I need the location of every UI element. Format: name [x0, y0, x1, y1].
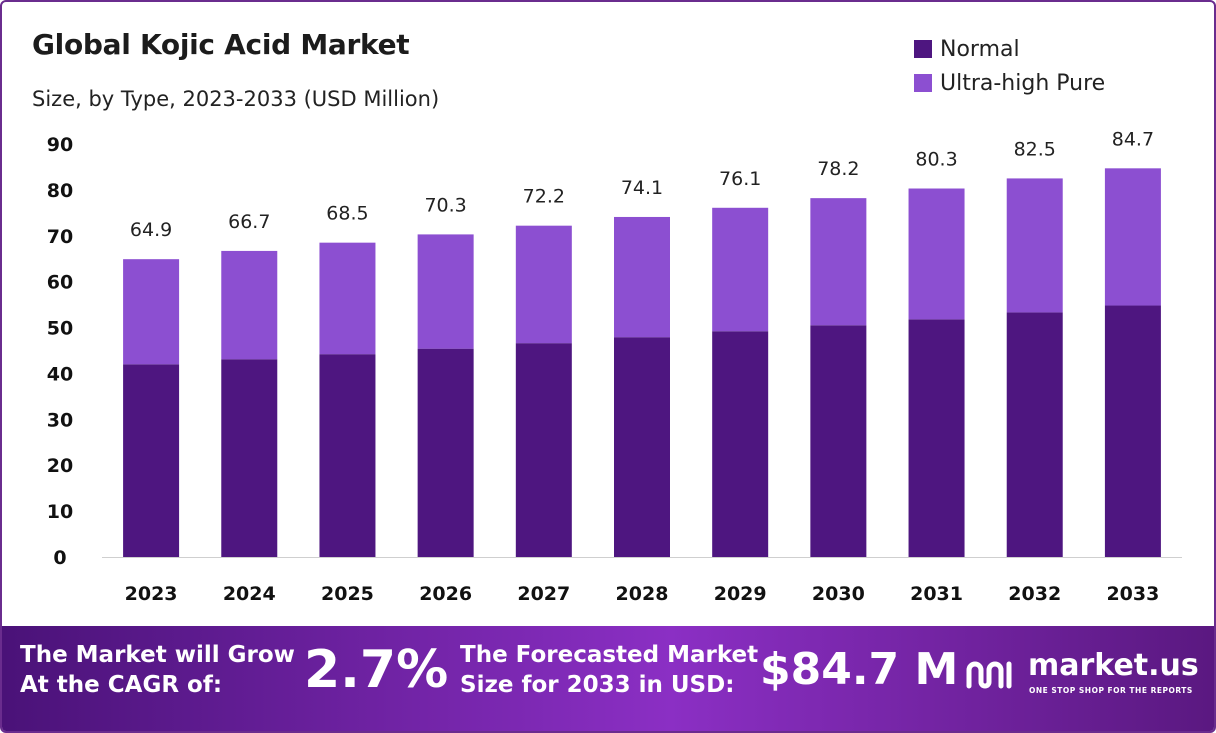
market-us-logo-icon [966, 661, 1012, 689]
bar-normal [1006, 312, 1063, 557]
y-tick-label: 60 [47, 272, 73, 294]
y-tick-label: 70 [47, 226, 73, 248]
y-tick-label: 0 [53, 547, 66, 569]
bar-normal [1104, 305, 1161, 557]
y-tick-label: 50 [47, 318, 73, 340]
y-tick-label: 40 [47, 363, 73, 385]
bar-chart: 010203040506070809064.9202366.7202468.52… [47, 128, 1182, 605]
y-tick-label: 20 [47, 455, 73, 477]
data-label-total: 66.7 [228, 211, 270, 233]
forecast-value: $84.7 M [760, 644, 959, 695]
legend: Normal Ultra-high Pure [914, 32, 1105, 100]
data-label-total: 70.3 [424, 194, 466, 216]
bar-normal [319, 354, 376, 557]
legend-item-ultra-high-pure: Ultra-high Pure [914, 66, 1105, 100]
bar-ultra-high-pure [810, 198, 867, 326]
legend-swatch-normal [914, 40, 932, 58]
bar-normal [417, 348, 474, 557]
bar-ultra-high-pure [712, 207, 769, 332]
x-tick-label: 2025 [321, 583, 374, 605]
data-label-total: 72.2 [523, 186, 565, 208]
data-label-total: 76.1 [719, 168, 761, 190]
bar-ultra-high-pure [908, 188, 965, 320]
x-tick-label: 2026 [419, 583, 472, 605]
y-tick-label: 30 [47, 409, 73, 431]
cagr-label-line2: At the CAGR of: [20, 672, 223, 698]
bar-normal [515, 343, 572, 557]
data-label-total: 68.5 [326, 203, 368, 225]
x-tick-label: 2030 [812, 583, 865, 605]
bar-ultra-high-pure [123, 259, 180, 365]
bar-ultra-high-pure [1104, 168, 1161, 306]
y-tick-label: 10 [47, 501, 73, 523]
bar-ultra-high-pure [221, 250, 278, 360]
x-tick-label: 2027 [517, 583, 570, 605]
x-tick-label: 2024 [223, 583, 276, 605]
bar-ultra-high-pure [417, 234, 474, 349]
bar-normal [614, 337, 670, 557]
chart-subtitle: Size, by Type, 2023-2033 (USD Million) [32, 87, 440, 111]
x-tick-label: 2031 [910, 583, 963, 605]
chart-title: Global Kojic Acid Market [32, 28, 410, 61]
bar-ultra-high-pure [319, 242, 376, 355]
bar-normal [810, 325, 867, 557]
bar-normal [123, 364, 180, 557]
forecast-label-line2: Size for 2033 in USD: [460, 672, 735, 698]
cagr-value: 2.7% [304, 640, 449, 700]
data-label-total: 74.1 [621, 177, 663, 199]
data-label-total: 64.9 [130, 219, 172, 241]
data-label-total: 78.2 [817, 158, 859, 180]
legend-label-normal: Normal [940, 36, 1020, 62]
legend-item-normal: Normal [914, 32, 1105, 66]
x-tick-label: 2032 [1008, 583, 1061, 605]
summary-banner: The Market will Grow At the CAGR of: 2.7… [2, 626, 1214, 731]
forecast-label-line1: The Forecasted Market [460, 642, 759, 668]
x-tick-label: 2029 [714, 583, 767, 605]
y-tick-label: 90 [47, 134, 73, 156]
bar-normal [221, 359, 278, 557]
x-tick-label: 2028 [616, 583, 669, 605]
cagr-label-line1: The Market will Grow [20, 642, 295, 668]
legend-swatch-ultra-high-pure [914, 74, 932, 92]
logo-tagline: ONE STOP SHOP FOR THE REPORTS [1029, 686, 1193, 695]
x-tick-label: 2023 [125, 583, 178, 605]
bar-normal [712, 331, 769, 557]
legend-label-ultra-high-pure: Ultra-high Pure [940, 70, 1106, 96]
data-label-total: 80.3 [915, 149, 957, 171]
bar-ultra-high-pure [1006, 178, 1063, 313]
data-label-total: 84.7 [1112, 128, 1154, 150]
x-tick-label: 2033 [1106, 583, 1159, 605]
bar-ultra-high-pure [614, 216, 670, 338]
bar-normal [908, 319, 965, 557]
bar-ultra-high-pure [515, 225, 572, 344]
y-tick-label: 80 [47, 180, 73, 202]
data-label-total: 82.5 [1014, 138, 1056, 160]
logo-text: market.us [1028, 648, 1199, 683]
